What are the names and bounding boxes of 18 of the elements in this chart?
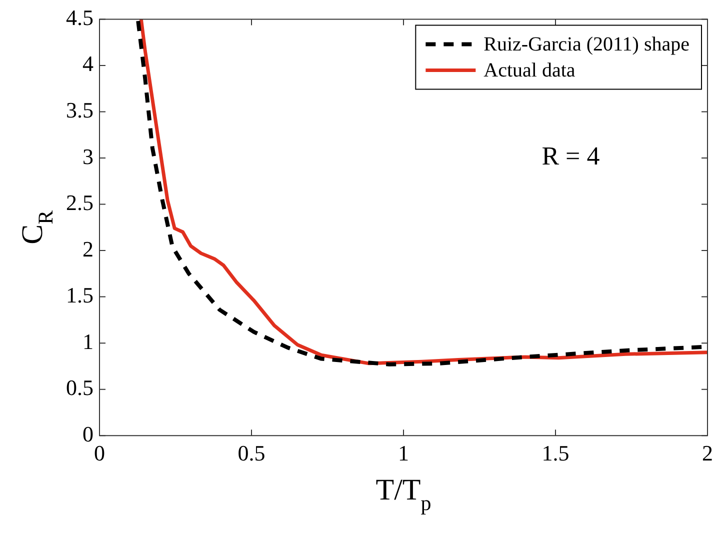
x-tick-label: 0.5 bbox=[238, 440, 266, 466]
x-tick-label: 1.5 bbox=[542, 440, 570, 466]
y-tick-label: 4 bbox=[82, 51, 94, 76]
y-tick-label: 2 bbox=[82, 236, 94, 262]
y-tick-label: 1.5 bbox=[66, 282, 94, 308]
y-tick-label: 3.5 bbox=[66, 98, 94, 123]
y-tick-label: 0.5 bbox=[66, 375, 94, 400]
legend-label: Actual data bbox=[484, 59, 576, 82]
y-axis-title: CR bbox=[16, 210, 58, 244]
y-tick-label: 3 bbox=[82, 144, 94, 169]
y-tick-label: 1 bbox=[82, 328, 94, 354]
y-tick-label: 4.5 bbox=[66, 4, 94, 30]
x-tick-label: 1 bbox=[398, 440, 409, 466]
y-tick-label: 0 bbox=[82, 421, 94, 446]
y-tick-label: 2.5 bbox=[66, 190, 94, 216]
x-tick-label: 2 bbox=[702, 440, 713, 466]
annotation: R = 4 bbox=[542, 142, 600, 171]
legend-label: Ruiz-Garcia (2011) shape bbox=[484, 33, 690, 56]
